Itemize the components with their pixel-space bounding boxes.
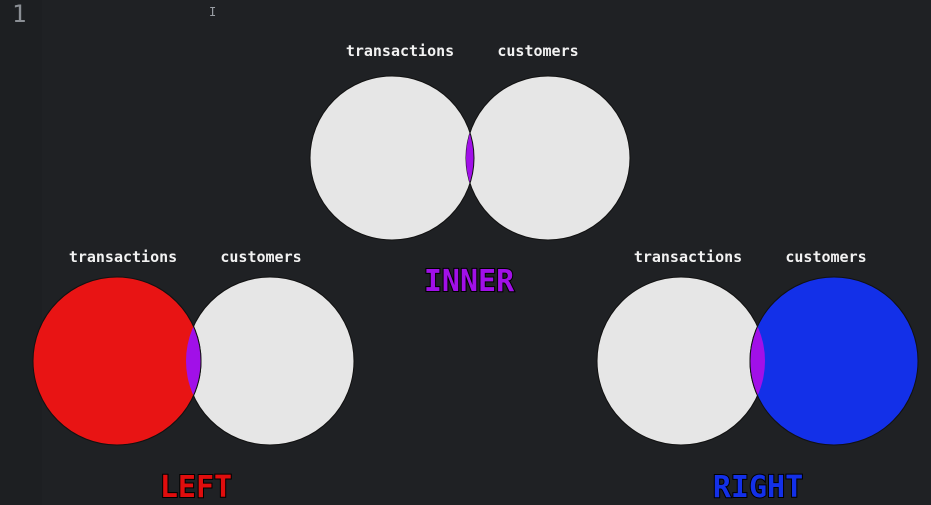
inner-join-title: INNER [424, 264, 515, 299]
inner-customers-circle [465, 75, 631, 241]
inner-left-set-label: transactions [346, 42, 454, 60]
left-right-set-label: customers [220, 248, 301, 266]
left-transactions-circle [32, 276, 202, 446]
left-join-venn: transactions customers LEFT [32, 248, 355, 505]
inner-intersection [466, 76, 475, 240]
left-join-title: LEFT [160, 470, 232, 505]
right-transactions-circle [596, 276, 766, 446]
inner-join-venn: transactions customers INNER [309, 42, 631, 300]
right-customers-circle [749, 276, 919, 446]
line-number: 1 [12, 0, 27, 28]
inner-transactions-circle [309, 75, 475, 241]
left-customers-circle [185, 276, 355, 446]
left-intersection [186, 277, 202, 445]
editor-gutter: 1 [0, 0, 42, 505]
left-left-set-label: transactions [69, 248, 177, 266]
right-intersection [749, 277, 765, 445]
right-join-venn: transactions customers RIGHT [596, 248, 919, 505]
right-left-set-label: transactions [634, 248, 742, 266]
right-join-title: RIGHT [713, 470, 803, 505]
text-cursor-icon: I [209, 5, 217, 19]
right-right-set-label: customers [785, 248, 866, 266]
inner-right-set-label: customers [497, 42, 578, 60]
